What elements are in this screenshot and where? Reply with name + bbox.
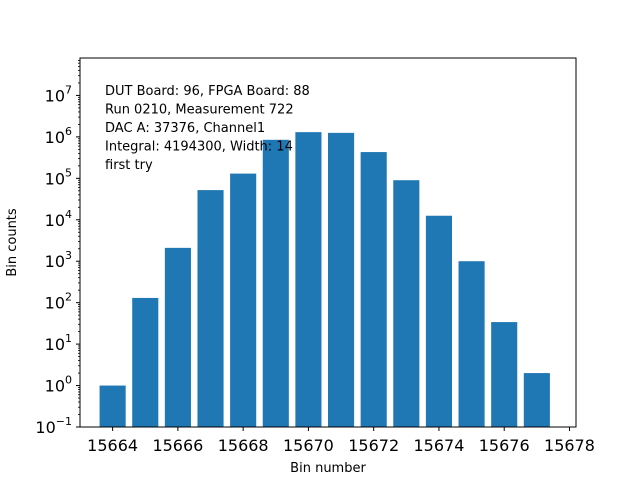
y-tick-label: 101	[45, 332, 72, 354]
x-tick-label: 15670	[283, 436, 334, 455]
x-axis-label: Bin number	[290, 461, 366, 476]
bar	[458, 261, 485, 427]
y-tick-label: 100	[45, 374, 72, 396]
annotation-line: Integral: 4194300, Width: 14	[105, 140, 293, 155]
x-axis: 15664 15666 15668 15670 15672 15674 15676 15678	[87, 427, 595, 455]
plot-frame	[79, 57, 577, 428]
x-tick-label: 15672	[348, 436, 399, 455]
bar	[523, 373, 550, 427]
x-tick-label: 15676	[479, 436, 530, 455]
y-tick-label: 106	[45, 125, 72, 147]
bar	[132, 297, 159, 427]
bar	[230, 173, 257, 427]
y-axis-label: Bin counts	[5, 208, 20, 277]
annotation-line: Run 0210, Measurement 722	[105, 103, 294, 118]
y-tick-label: 107	[45, 83, 72, 105]
bar	[328, 132, 355, 428]
annotation-block: DUT Board: 96, FPGA Board: 88 Run 0210, M…	[105, 84, 310, 173]
y-tick-label: 10−1	[35, 415, 72, 437]
bar	[197, 190, 224, 427]
bar	[360, 152, 387, 427]
x-tick-label: 15664	[87, 436, 138, 455]
bar	[295, 132, 322, 427]
x-tick-label: 15678	[544, 436, 595, 455]
bars-group	[99, 132, 550, 428]
x-tick-label: 15666	[152, 436, 203, 455]
y-tick-label: 104	[45, 208, 72, 230]
annotation-line: first try	[105, 158, 153, 173]
y-tick-label: 102	[45, 291, 72, 313]
bar	[393, 180, 420, 427]
y-tick-label: 105	[45, 166, 72, 188]
bar	[491, 322, 518, 427]
bar	[262, 139, 289, 427]
bar	[99, 385, 126, 427]
y-tick-label: 103	[45, 249, 72, 271]
x-tick-label: 15674	[413, 436, 464, 455]
bar	[425, 215, 452, 427]
bar	[164, 247, 191, 427]
y-axis: 10−1 100 101 102 103 104 105 106 107	[35, 60, 80, 437]
x-tick-label: 15668	[218, 436, 269, 455]
annotation-line: DAC A: 37376, Channel1	[105, 121, 265, 136]
annotation-line: DUT Board: 96, FPGA Board: 88	[105, 84, 310, 99]
